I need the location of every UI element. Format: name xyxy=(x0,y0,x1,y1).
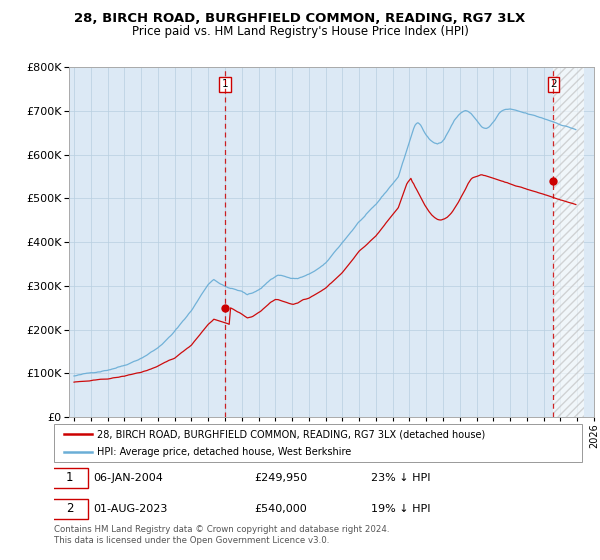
FancyBboxPatch shape xyxy=(54,424,582,462)
Text: 2: 2 xyxy=(550,80,557,90)
Text: 1: 1 xyxy=(221,80,229,90)
Text: 2: 2 xyxy=(66,502,74,516)
Text: Price paid vs. HM Land Registry's House Price Index (HPI): Price paid vs. HM Land Registry's House … xyxy=(131,25,469,38)
Text: 01-AUG-2023: 01-AUG-2023 xyxy=(94,504,168,514)
Text: 06-JAN-2004: 06-JAN-2004 xyxy=(94,473,163,483)
Text: 23% ↓ HPI: 23% ↓ HPI xyxy=(371,473,430,483)
Bar xyxy=(553,67,584,417)
FancyBboxPatch shape xyxy=(52,499,88,519)
Text: 19% ↓ HPI: 19% ↓ HPI xyxy=(371,504,430,514)
Text: £540,000: £540,000 xyxy=(254,504,307,514)
Text: £249,950: £249,950 xyxy=(254,473,308,483)
Text: HPI: Average price, detached house, West Berkshire: HPI: Average price, detached house, West… xyxy=(97,447,352,457)
Text: 1: 1 xyxy=(66,472,74,484)
Text: 28, BIRCH ROAD, BURGHFIELD COMMON, READING, RG7 3LX (detached house): 28, BIRCH ROAD, BURGHFIELD COMMON, READI… xyxy=(97,429,485,439)
Text: Contains HM Land Registry data © Crown copyright and database right 2024.
This d: Contains HM Land Registry data © Crown c… xyxy=(54,525,389,545)
FancyBboxPatch shape xyxy=(52,468,88,488)
Text: 28, BIRCH ROAD, BURGHFIELD COMMON, READING, RG7 3LX: 28, BIRCH ROAD, BURGHFIELD COMMON, READI… xyxy=(74,12,526,25)
